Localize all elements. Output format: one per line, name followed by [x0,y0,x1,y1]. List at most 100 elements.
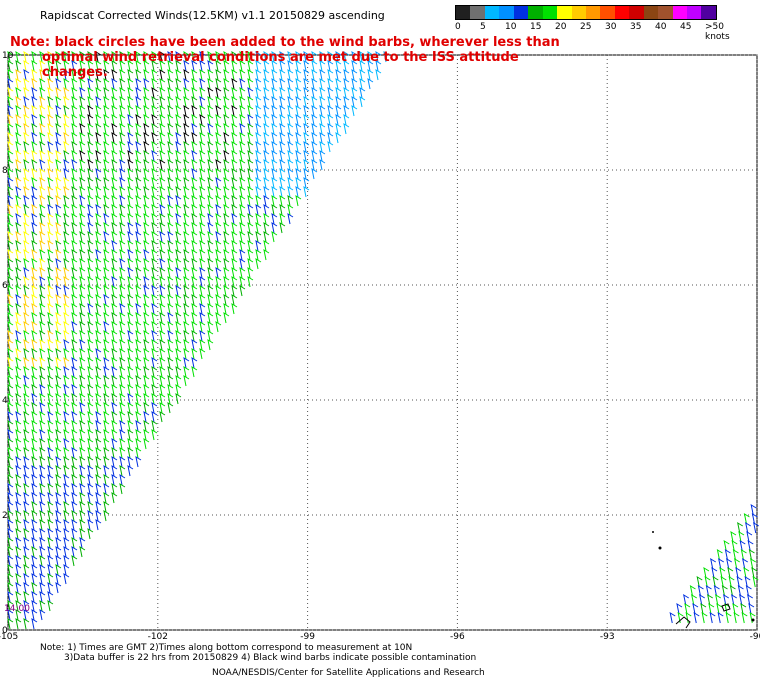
wind-barb [215,230,222,243]
wind-barb [175,149,182,162]
wind-barb [71,320,78,333]
wind-barb-shaft [191,50,198,63]
wind-barb [71,329,78,342]
wind-barb-shaft [263,95,270,108]
wind-barb [263,131,270,144]
wind-barb [31,365,38,378]
wind-barb-shaft [143,149,150,162]
wind-barb-shaft [135,149,142,162]
wind-barb-shaft [247,104,254,117]
wind-barb-shaft [103,455,110,468]
wind-barb [103,239,110,252]
wind-barb [151,428,158,441]
wind-barb-shaft [47,338,54,351]
wind-barb [127,230,134,243]
wind-barb-shaft [95,59,102,72]
wind-barb [127,275,134,288]
wind-barb-shaft [7,482,14,495]
wind-barb-shaft [87,275,94,288]
wind-barb-shaft [191,158,198,171]
wind-barb-shaft [87,392,94,405]
wind-barb-shaft [103,365,110,378]
wind-barb-shaft [223,194,230,207]
wind-barb [39,590,46,603]
wind-barb-shaft [87,320,94,333]
wind-barb [175,392,182,405]
wind-barb-shaft [223,257,230,270]
wind-barb [7,617,14,630]
wind-barb [63,536,70,549]
wind-barb [31,284,38,297]
wind-barb-shaft [111,167,118,180]
wind-barb-shaft [119,194,126,207]
wind-barb [23,491,30,504]
wind-barb [151,383,158,396]
wind-barb [71,509,78,522]
wind-barb-shaft [55,464,62,477]
wind-barb-shaft [151,248,158,261]
wind-barb [335,68,342,81]
wind-barb-shaft [135,212,142,225]
wind-barb-shaft [327,77,334,90]
wind-barb-shaft [255,104,262,117]
wind-barb [15,239,22,252]
wind-barb [175,383,182,396]
wind-barb [23,167,30,180]
wind-barb [135,68,142,81]
wind-barb [159,131,166,144]
wind-barb-shaft [143,68,150,81]
wind-barb [143,338,150,351]
wind-barb-shaft [732,548,739,561]
wind-barb-shaft [239,212,246,225]
wind-barb [175,122,182,135]
wind-barb [135,329,142,342]
wind-barb-shaft [111,491,118,504]
wind-barb-shaft [103,410,110,423]
wind-barb-shaft [119,401,126,414]
wind-barb [7,509,14,522]
wind-barb [215,68,222,81]
wind-barb [167,392,174,405]
wind-barb-shaft [95,500,102,513]
wind-barb [151,77,158,90]
wind-barb [295,95,302,108]
wind-barb-shaft [7,266,14,279]
wind-barb [327,77,334,90]
wind-barb-shaft [151,275,158,288]
wind-barb [127,167,134,180]
wind-barb-shaft [15,185,22,198]
wind-barb-shaft [23,590,30,603]
wind-barb-shaft [135,302,142,315]
wind-barb [183,50,190,63]
wind-barb [63,347,70,360]
wind-barb [15,140,22,153]
wind-barb [119,77,126,90]
wind-barb [79,320,86,333]
wind-barb-shaft [231,104,238,117]
wind-barb [119,131,126,144]
wind-barb [71,203,78,216]
wind-barb-shaft [87,104,94,117]
wind-barb-shaft [183,329,190,342]
wind-barb [7,113,14,126]
wind-barb [95,518,102,531]
wind-barb [119,59,126,72]
wind-barb-shaft [79,86,86,99]
wind-barb [15,428,22,441]
wind-barb-shaft [143,392,150,405]
wind-barb-shaft [7,374,14,387]
wind-barb-shaft [207,221,214,234]
wind-barb-shaft [119,446,126,459]
wind-barb-shaft [255,50,262,63]
wind-barb-shaft [47,95,54,108]
wind-barb [175,248,182,261]
wind-barb-shaft [239,104,246,117]
wind-barb [239,176,246,189]
wind-barb-shaft [207,77,214,90]
wind-barb-shaft [103,320,110,333]
wind-barb-shaft [191,167,198,180]
wind-barb-shaft [351,59,358,72]
wind-barb-shaft [167,356,174,369]
wind-barb [63,149,70,162]
wind-barb [23,608,30,621]
